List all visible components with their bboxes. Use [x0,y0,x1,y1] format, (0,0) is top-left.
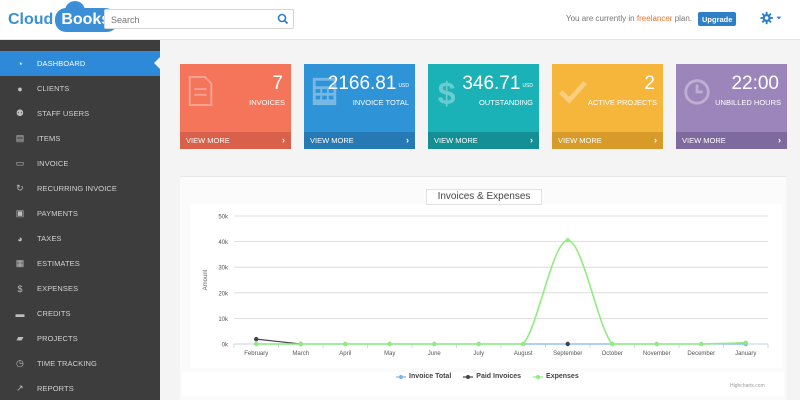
user-icon: ● [17,83,23,94]
legend-symbol [396,374,406,379]
plan-name-link[interactable]: freelancer [636,14,673,23]
chevron-right-icon: › [406,135,409,145]
sidebar-spacer [0,40,160,51]
sidebar: ◔ DASHBOARD ● CLIENTS ⚉ STAFF USERS ▤ ITEMS ▭ INV… [0,40,160,400]
legend-symbol [463,374,474,379]
stat-card-active-projects: 2 ACTIVE PROJECTS VIEW MORE › [552,64,663,149]
chevron-right-icon: › [530,135,533,145]
clock-icon: ◷ [16,358,24,368]
stat-value: 2166.81 USD [327,73,409,94]
sidebar-item-label: ITEMS [37,134,61,143]
sidebar-item-label: CREDITS [37,309,71,318]
stat-card-invoices: 7 INVOICES VIEW MORE › [180,64,291,149]
legend-item-paid-invoices[interactable]: Paid Invoices [463,373,521,380]
sidebar-item-label: TIME TRACKING [37,359,97,368]
chart-title: Invoices & Expenses [426,189,542,205]
legend-item-expenses[interactable]: Expenses [533,373,579,380]
sidebar-item-time-tracking[interactable]: ◷ TIME TRACKING [0,351,160,376]
sidebar-item-label: PROJECTS [37,334,78,343]
sidebar-item-expenses[interactable]: $ EXPENSES [0,276,160,301]
stat-label: INVOICE TOTAL [352,98,409,107]
view-more-link[interactable]: VIEW MORE › [676,132,787,149]
sidebar-item-label: CLIENTS [37,84,70,93]
plan-status: You are currently in freelancer plan. [566,14,693,23]
sidebar-item-staff-users[interactable]: ⚉ STAFF USERS [0,101,160,126]
inbox-icon: ▤ [15,133,25,143]
chevron-right-icon: › [654,135,657,145]
calculator-icon: ▦ [15,258,25,268]
credit-card-icon: ▬ [15,308,25,319]
chart-legend: Invoice Total Paid Invoices Expenses [396,373,591,380]
stat-value: 2 [644,73,655,94]
sidebar-item-estimates[interactable]: ▦ ESTIMATES [0,251,160,276]
gear-icon [760,11,773,25]
view-more-link[interactable]: VIEW MORE › [552,132,663,149]
sidebar-item-label: EXPENSES [37,284,79,293]
chart-icon: ↗ [16,383,24,393]
check-icon [559,80,587,104]
app-logo[interactable]: Cloud Books [8,1,119,33]
stat-value: 346.71 USD [462,73,533,94]
view-more-link[interactable]: VIEW MORE › [304,132,415,149]
document-icon [188,76,213,106]
sidebar-item-label: ESTIMATES [37,259,80,268]
sidebar-item-taxes[interactable]: ◕ TAXES [0,226,160,251]
settings-menu[interactable] [760,10,782,26]
stat-label: ACTIVE PROJECTS [587,98,657,107]
refresh-icon: ↻ [16,183,24,193]
legend-area [182,372,784,396]
legend-item-invoice-total[interactable]: Invoice Total [396,373,451,380]
sidebar-item-projects[interactable]: ▰ PROJECTS [0,326,160,351]
svg-text:$: $ [438,75,456,108]
sidebar-item-reports[interactable]: ↗ REPORTS [0,376,160,400]
sidebar-item-payments[interactable]: ▣ PAYMENTS [0,201,160,226]
sidebar-item-label: STAFF USERS [37,109,90,118]
chevron-down-icon [776,16,782,20]
clock-icon [684,79,710,105]
sidebar-item-credits[interactable]: ▬ CREDITS [0,301,160,326]
legend-symbol [533,374,544,379]
view-more-link[interactable]: VIEW MORE › [180,132,291,149]
sidebar-item-invoice[interactable]: ▭ INVOICE [0,151,160,176]
invoice-icon: ▭ [15,158,25,168]
sidebar-item-label: PAYMENTS [37,209,78,218]
pie-icon: ◕ [17,233,23,244]
stat-value: 22:00 [731,73,779,94]
sidebar-item-recurring-invoice[interactable]: ↻ RECURRING INVOICE [0,176,160,201]
sidebar-item-label: TAXES [37,234,62,243]
stat-label: UNBILLED HOURS [715,98,781,107]
sidebar-item-label: INVOICE [37,159,69,168]
search-box [104,9,294,29]
view-more-link[interactable]: VIEW MORE › [428,132,539,149]
stat-card-unbilled-hours: 22:00 UNBILLED HOURS VIEW MORE › [676,64,787,149]
sidebar-item-label: REPORTS [37,384,74,393]
chevron-right-icon: › [282,135,285,145]
chart-credit[interactable]: Highcharts.com [730,383,765,389]
dollar-icon: $ [17,283,23,294]
stat-value: 7 [272,73,283,94]
sidebar-item-label: DASHBOARD [37,59,86,68]
stat-label: INVOICES [249,98,285,107]
payment-icon: ▣ [15,208,25,218]
sidebar-item-items[interactable]: ▤ ITEMS [0,126,160,151]
upgrade-button[interactable]: Upgrade [698,12,737,26]
top-bar: Cloud Books You are currently in freelan… [0,0,800,40]
stat-card-invoice-total: 2166.81 USD INVOICE TOTAL VIEW MORE › [304,64,415,149]
folder-icon: ▰ [16,333,24,343]
sidebar-item-clients[interactable]: ● CLIENTS [0,76,160,101]
stat-card-outstanding: $346.71 USD OUTSTANDING VIEW MORE › [428,64,539,149]
search-input[interactable] [111,11,271,29]
calculator-icon [312,77,337,106]
chevron-right-icon: › [778,135,781,145]
dollar-icon: $ [438,75,456,108]
dashboard-icon: ◔ [17,58,23,69]
stat-label: OUTSTANDING [478,98,533,107]
sidebar-item-label: RECURRING INVOICE [37,184,118,193]
users-icon: ⚉ [15,108,25,118]
search-icon[interactable] [277,13,289,25]
sidebar-item-dashboard[interactable]: ◔ DASHBOARD [0,51,160,76]
chart-area [190,204,782,368]
